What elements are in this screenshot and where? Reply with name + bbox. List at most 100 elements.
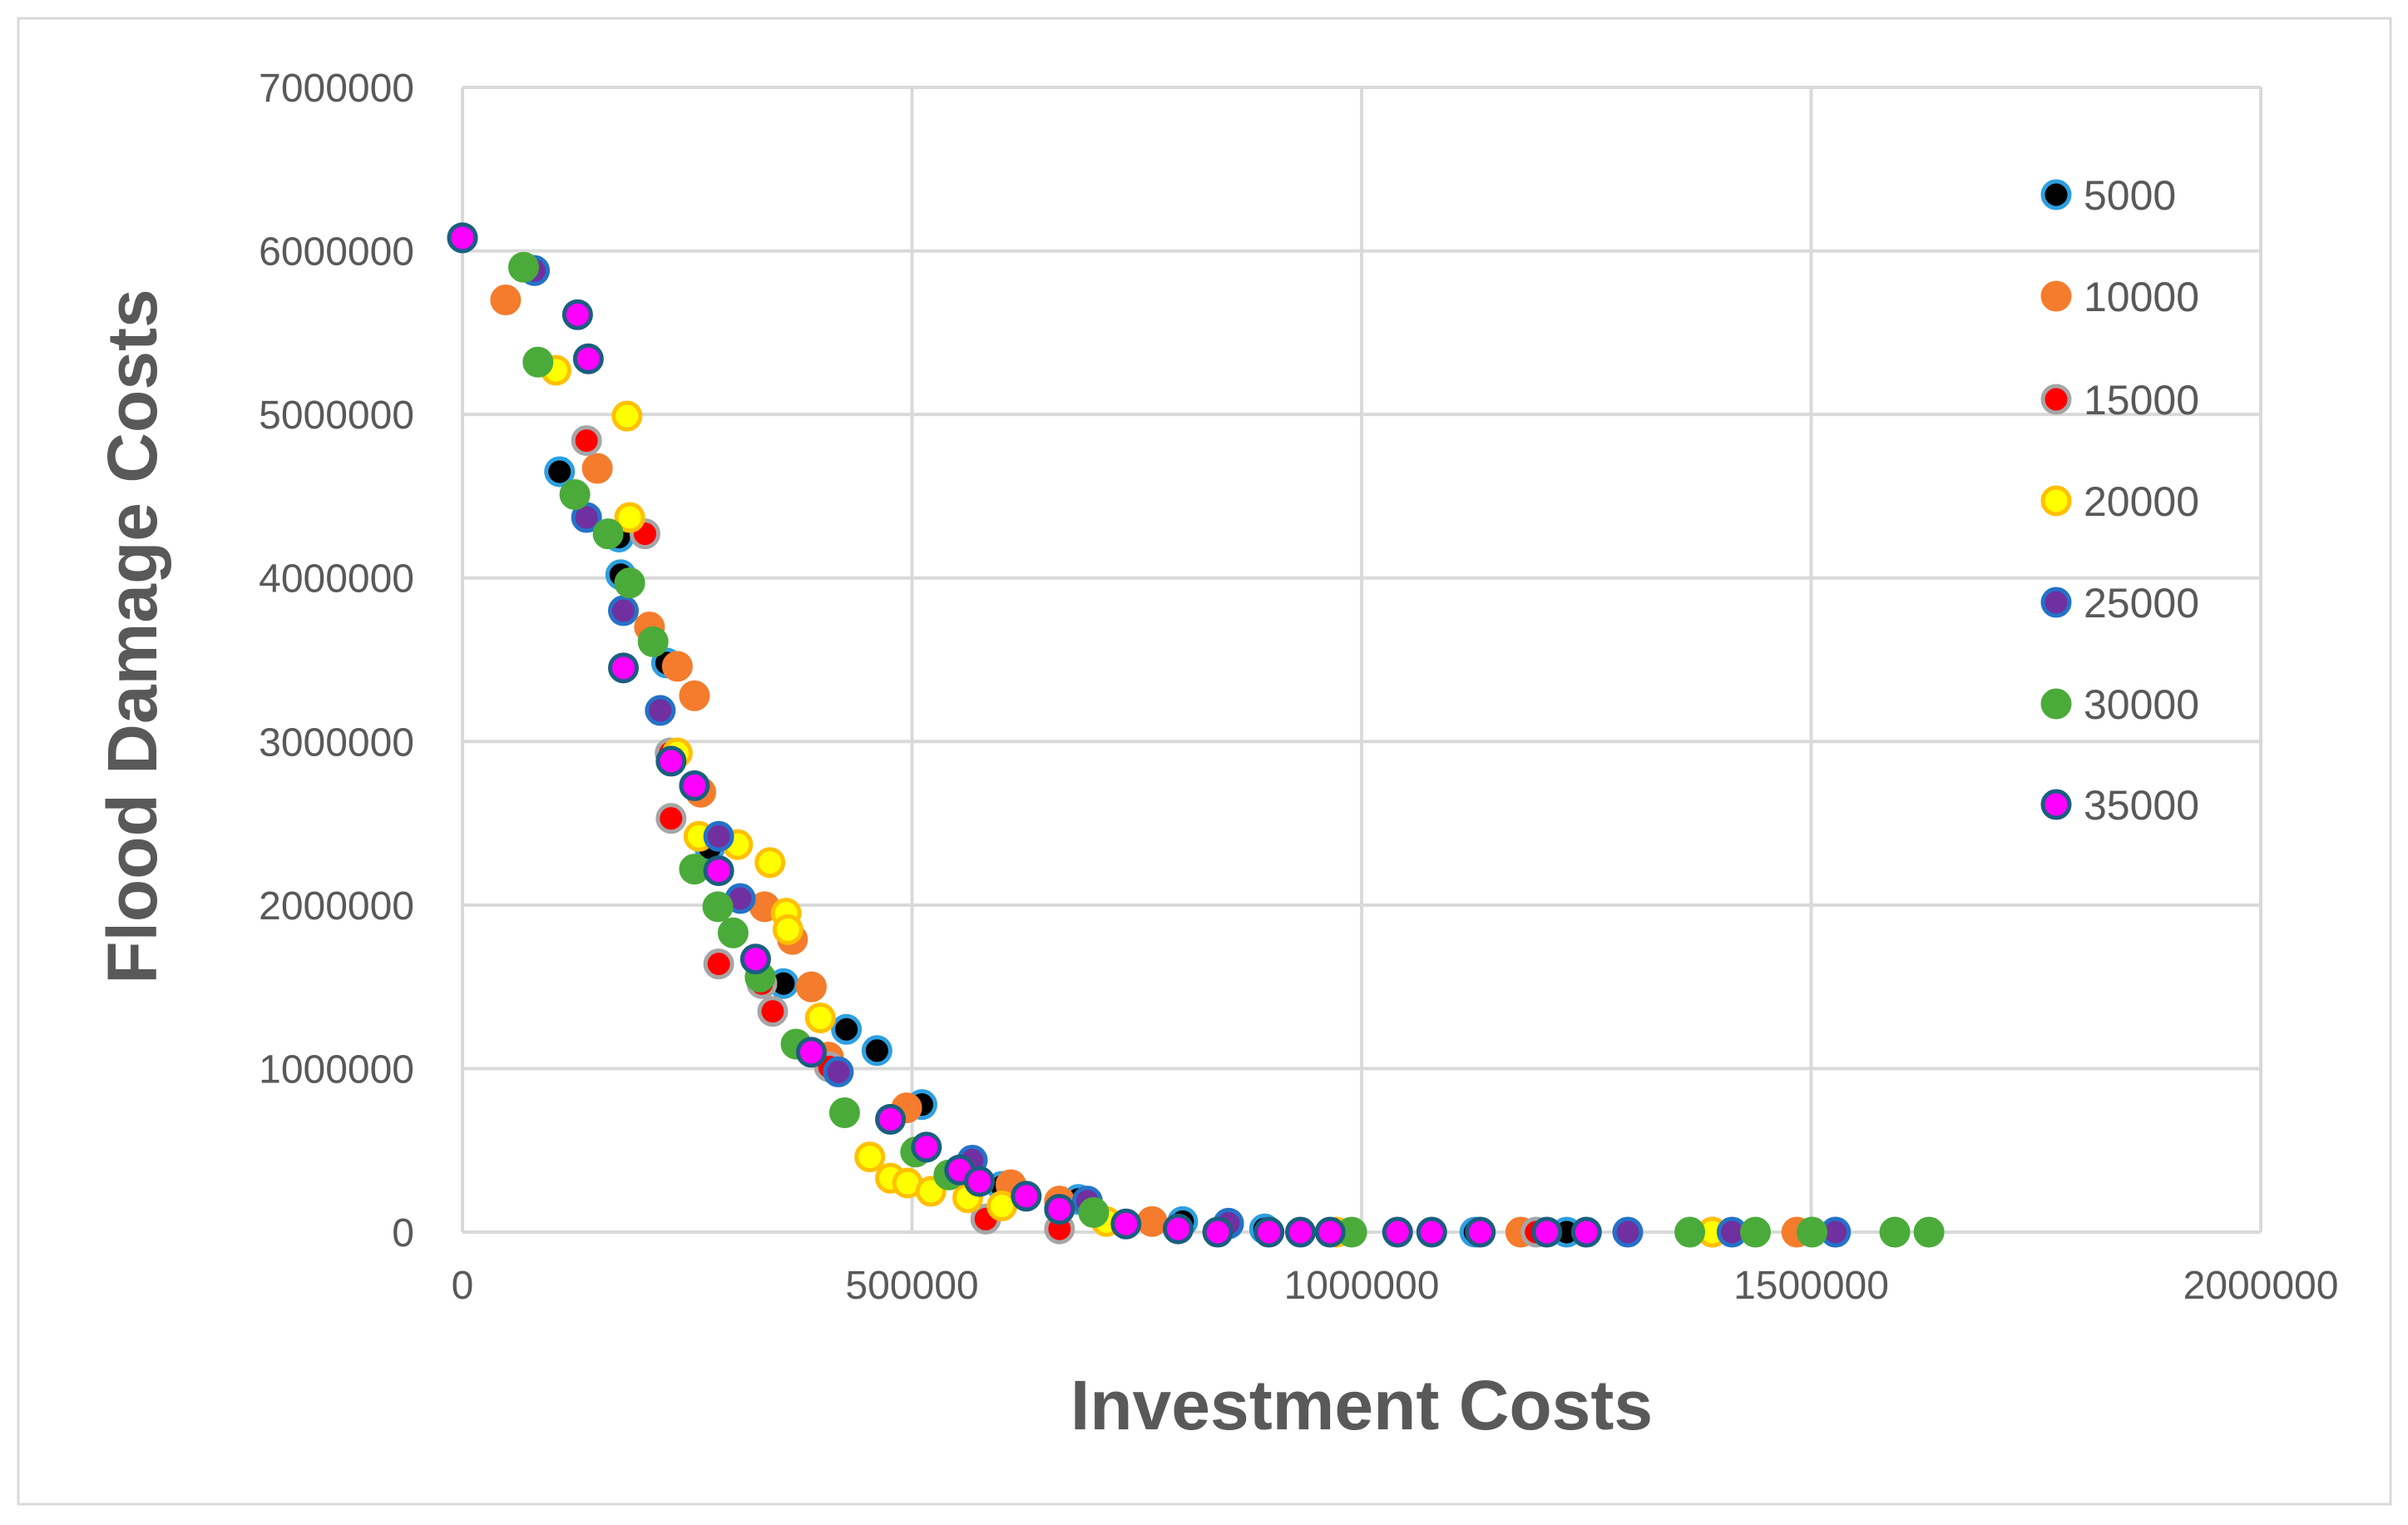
data-point	[772, 914, 803, 945]
data-point	[447, 222, 478, 254]
data-point	[607, 595, 639, 626]
data-point	[1570, 1216, 1602, 1248]
x-tick-label: 1000000	[1284, 1264, 1440, 1308]
legend-label: 20000	[2084, 478, 2199, 525]
x-tick-label: 500000	[845, 1264, 978, 1308]
legend-label: 30000	[2084, 681, 2199, 728]
data-point	[828, 1097, 860, 1129]
legend-marker	[2040, 179, 2072, 210]
grid	[461, 86, 2262, 1234]
legend-marker	[2040, 384, 2072, 415]
data-point	[592, 518, 624, 550]
data-point	[1531, 1216, 1563, 1248]
legend-label: 10000	[2084, 274, 2199, 320]
x-tick-labels: 0 500000 1000000 1500000 2000000	[452, 1264, 2339, 1308]
x-tick-label: 1500000	[1733, 1264, 1889, 1308]
data-point	[861, 1035, 892, 1067]
legend-item: 10000	[2040, 274, 2199, 320]
data-point	[795, 1037, 827, 1068]
data-point	[490, 285, 522, 316]
legend-marker	[2040, 587, 2072, 618]
data-point	[702, 891, 734, 923]
data-point	[1011, 1181, 1042, 1212]
data-point	[875, 1103, 907, 1135]
data-point	[717, 917, 749, 948]
data-point	[614, 567, 645, 599]
data-point	[661, 651, 693, 682]
x-tick-label: 2000000	[2183, 1264, 2339, 1308]
data-point	[559, 478, 591, 510]
data-point	[1879, 1216, 1911, 1248]
data-point	[679, 680, 710, 711]
data-point	[1110, 1208, 1142, 1240]
y-tick-label: 7000000	[259, 67, 414, 111]
data-point	[571, 425, 602, 457]
data-point	[561, 299, 593, 330]
legend-item: 35000	[2040, 782, 2199, 829]
legend-marker	[2040, 789, 2072, 820]
data-point	[1253, 1216, 1285, 1248]
data-point	[1314, 1216, 1346, 1248]
legend-item: 25000	[2040, 580, 2199, 626]
data-point	[544, 456, 576, 488]
data-point	[831, 1013, 863, 1045]
data-point	[854, 1141, 886, 1173]
data-point	[1078, 1196, 1110, 1228]
data-point	[581, 453, 613, 484]
data-point	[1465, 1216, 1496, 1248]
y-tick-label: 5000000	[259, 394, 414, 438]
data-point	[1136, 1206, 1168, 1237]
data-point	[655, 745, 687, 777]
y-tick-label: 0	[392, 1211, 414, 1255]
legend-item: 30000	[2040, 681, 2199, 728]
data-point	[911, 1131, 942, 1163]
data-point	[703, 948, 734, 980]
data-point	[679, 770, 710, 801]
y-tick-labels: 0 1000000 2000000 3000000 4000000 5000000 6000…	[259, 67, 414, 1255]
series-35000	[447, 222, 1602, 1248]
legend-label: 15000	[2084, 377, 2199, 423]
legend-marker	[2040, 688, 2072, 720]
data-point	[508, 251, 540, 283]
data-point	[757, 996, 789, 1027]
data-point	[703, 820, 734, 852]
data-point	[795, 971, 827, 1003]
legend-label: 5000	[2084, 172, 2176, 219]
data-point	[1612, 1216, 1644, 1248]
legend-item: 20000	[2040, 478, 2199, 525]
x-axis-title: Investment Costs	[1070, 1366, 1653, 1444]
data-point	[611, 400, 643, 432]
y-tick-label: 2000000	[259, 884, 414, 928]
data-point	[1416, 1216, 1447, 1248]
data-point	[1044, 1193, 1075, 1225]
data-point	[655, 803, 687, 834]
y-axis-title: Flood Damage Costs	[93, 289, 171, 983]
data-point	[703, 855, 734, 887]
data-point	[754, 847, 786, 879]
data-point	[1382, 1216, 1413, 1248]
series-30000	[508, 251, 1945, 1248]
data-point	[1162, 1213, 1194, 1245]
x-tick-label: 0	[452, 1264, 474, 1308]
data-point	[1739, 1216, 1771, 1248]
legend-label: 25000	[2084, 580, 2199, 626]
data-point	[607, 652, 639, 684]
data-point	[739, 943, 771, 975]
chart-frame	[17, 17, 2392, 1506]
data-point	[1797, 1216, 1828, 1248]
y-tick-label: 1000000	[259, 1047, 414, 1092]
data-point	[823, 1056, 854, 1087]
legend-item: 15000	[2040, 377, 2199, 423]
legend: 5000 10000 15000 20000 25000 30000 35000	[2040, 172, 2199, 829]
data-point	[614, 502, 645, 533]
legend-label: 35000	[2084, 782, 2199, 829]
legend-item: 5000	[2040, 172, 2176, 219]
data-point	[637, 626, 669, 657]
data-point	[1913, 1216, 1945, 1248]
data-point	[804, 1002, 836, 1033]
y-tick-label: 4000000	[259, 557, 414, 602]
data-point	[645, 695, 676, 726]
data-point	[572, 343, 604, 374]
data-point	[964, 1166, 996, 1197]
